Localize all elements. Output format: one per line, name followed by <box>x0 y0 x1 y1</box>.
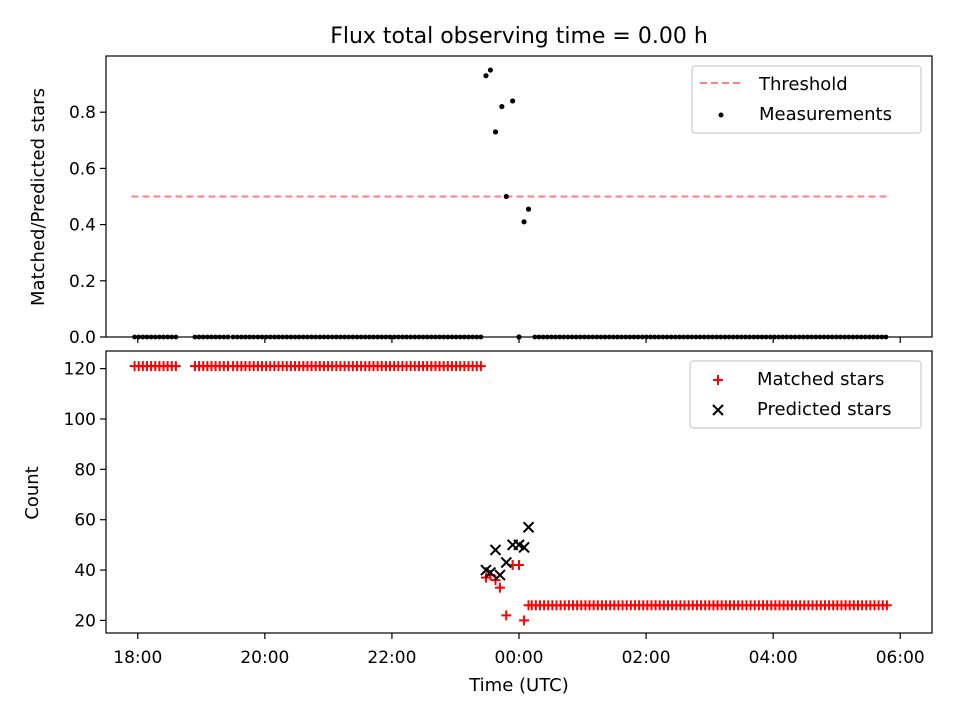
predicted-star-point <box>489 544 502 556</box>
x-tick-label: 22:00 <box>367 648 416 668</box>
predicted-star-point <box>484 566 497 579</box>
top-y-axis-label: Matched/Predicted stars <box>28 88 49 306</box>
predicted-star-point <box>518 541 530 554</box>
matched-star-point <box>519 615 530 626</box>
top-panel: 0.00.20.40.60.8 Matched/Predicted stars … <box>28 55 933 348</box>
x-tick-label: 00:00 <box>495 648 544 668</box>
x-tick-label: 02:00 <box>622 648 671 668</box>
predicted-marker-b <box>522 521 535 533</box>
measurements-legend-label: Measurements <box>759 104 892 125</box>
bottom-y-tick-label: 100 <box>64 410 96 430</box>
x-tick-label: 18:00 <box>113 648 162 668</box>
matched-star-point <box>494 582 505 593</box>
matched-star-point <box>514 560 524 571</box>
top-y-tick-label: 0.0 <box>69 328 96 348</box>
predicted-legend-swatch <box>712 404 724 416</box>
measurement-point <box>492 129 499 135</box>
x-tick-label: 04:00 <box>749 648 798 668</box>
measurement-point <box>503 193 509 200</box>
bottom-y-tick-label: 120 <box>64 360 96 380</box>
predicted-legend-label: Predicted stars <box>757 399 891 420</box>
measurement-point <box>499 103 505 110</box>
matched-legend-swatch <box>713 375 723 385</box>
bottom-legend-box <box>689 360 922 429</box>
bottom-y-tick-label: 60 <box>74 511 96 531</box>
bottom-y-tick-label: 40 <box>74 561 96 581</box>
predicted-marker-b <box>500 556 512 569</box>
predicted-star-point <box>500 556 512 569</box>
predicted-marker-b <box>513 539 525 551</box>
top-y-tick-label: 0.6 <box>69 159 96 179</box>
predicted-marker-b <box>489 544 502 556</box>
predicted-marker-b <box>494 569 506 581</box>
x-tick-label: 20:00 <box>240 648 289 668</box>
measurement-point <box>510 98 516 104</box>
threshold-legend-label: Threshold <box>758 74 848 95</box>
predicted-marker-b <box>518 541 530 554</box>
chart-title: Flux total observing time = 0.00 h <box>330 24 708 49</box>
x-axis-label: Time (UTC) <box>468 675 569 696</box>
predicted-star-point <box>522 521 535 533</box>
bottom-x-axis: 18:00 20:00 22:00 00:00 02:00 04:00 06:00 <box>113 633 925 668</box>
bottom-marks <box>129 361 892 626</box>
measurement-point <box>525 206 532 212</box>
measurement-point <box>521 219 527 225</box>
bottom-y-tick-label: 80 <box>74 460 96 480</box>
measurements-legend-swatch <box>718 112 724 118</box>
top-y-axis: 0.0 0.2 0.4 0.6 0.8 <box>69 103 106 348</box>
top-y-tick-label: 0.2 <box>69 272 96 292</box>
bottom-panel: 20 40 60 80 100 120 18:00 20:00 22:00 00:00 02:00… <box>22 350 933 696</box>
measurement-point <box>483 73 489 79</box>
top-legend: Threshold Measurements <box>691 65 922 134</box>
bottom-legend: Matched stars Predicted stars <box>689 360 922 429</box>
matched-star-point <box>523 600 534 611</box>
matched-star-point <box>475 361 486 372</box>
top-y-tick-label: 0.4 <box>69 216 96 236</box>
matched-star-point <box>170 361 181 372</box>
matched-star-point <box>881 600 892 611</box>
predicted-marker-b <box>484 566 497 579</box>
matched-star-point <box>501 610 512 621</box>
predicted-star-point <box>494 569 506 581</box>
bottom-y-tick-label: 20 <box>74 611 96 631</box>
top-y-tick-label: 0.8 <box>69 103 96 123</box>
measurement-point <box>487 67 494 73</box>
x-tick-label: 06:00 <box>876 648 925 668</box>
predicted-marker-b <box>480 564 492 576</box>
matched-legend-label: Matched stars <box>757 369 884 390</box>
bottom-y-axis-label: Count <box>22 466 43 519</box>
bottom-y-axis: 20 40 60 80 100 120 <box>64 360 106 631</box>
top-legend-box <box>691 65 922 134</box>
top-x-ticks <box>137 337 901 343</box>
